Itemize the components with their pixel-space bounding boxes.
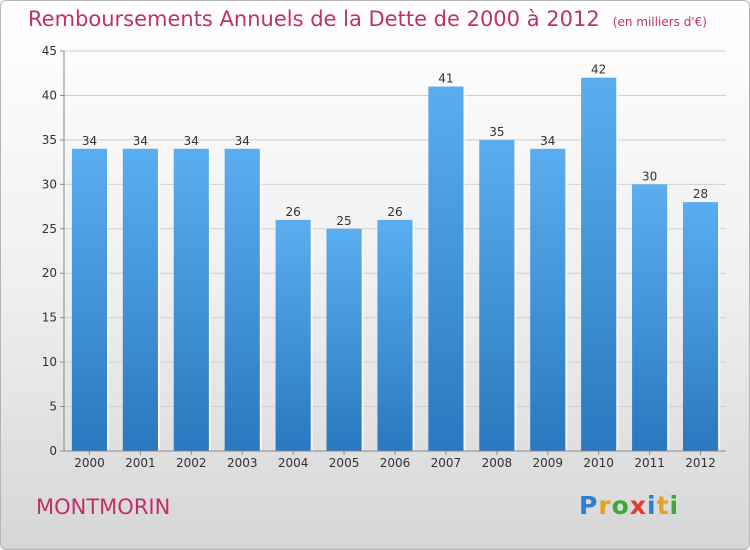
y-tick-label: 45	[42, 44, 57, 58]
y-tick-label: 30	[42, 177, 57, 191]
data-label-2000: 34	[82, 134, 97, 148]
chart-subtitle: (en milliers d'€)	[612, 15, 707, 29]
x-tick-label-2001: 2001	[125, 456, 156, 470]
proxiti-logo: Proxiti	[579, 491, 679, 520]
bar-2007	[428, 86, 464, 452]
bar-2003	[224, 148, 260, 451]
y-tick-labels: 0 5 10 15 20 25 30 35 40 45	[42, 44, 57, 458]
x-tick-label-2010: 2010	[583, 456, 614, 470]
commune-name: MONTMORIN	[36, 495, 171, 519]
x-tick-labels: 2000 2001 2002 2003 2004 2005 2006 2007 2008 2009…	[74, 456, 716, 470]
data-label-2011: 30	[642, 169, 657, 183]
x-tick-label-2003: 2003	[227, 456, 258, 470]
logo-letter: i	[669, 491, 680, 520]
bar-2006	[377, 219, 413, 451]
bar-2011	[632, 184, 668, 452]
y-tick-label: 20	[42, 266, 57, 280]
data-label-2005: 25	[336, 214, 351, 228]
data-label-2006: 26	[387, 205, 402, 219]
data-label-2002: 34	[184, 134, 199, 148]
axes	[60, 50, 726, 455]
bar-2009	[530, 148, 566, 451]
logo-letter: P	[579, 491, 599, 520]
logo-letter: t	[656, 491, 670, 520]
logo-letter: o	[611, 491, 630, 520]
x-tick-label-2007: 2007	[431, 456, 462, 470]
x-tick-label-2005: 2005	[329, 456, 360, 470]
logo-letter: i	[647, 491, 657, 520]
x-tick-label-2008: 2008	[482, 456, 513, 470]
bar-2000	[71, 148, 108, 451]
x-tick-label-2000: 2000	[74, 456, 105, 470]
x-tick-label-2012: 2012	[685, 456, 716, 470]
logo-letter: x	[629, 491, 647, 520]
y-tick-label: 10	[42, 355, 57, 369]
bar-2010	[581, 77, 617, 452]
bar-2002	[173, 148, 209, 451]
bar-2004	[275, 219, 311, 451]
data-label-2008: 35	[489, 125, 504, 139]
title-row: Remboursements Annuels de la Dette de 20…	[28, 7, 707, 31]
y-tick-label: 40	[42, 88, 57, 102]
bar-2012	[682, 202, 719, 451]
data-label-2004: 26	[286, 205, 301, 219]
bar-2005	[326, 228, 362, 451]
y-tick-label: 0	[49, 444, 57, 458]
logo-letter: r	[598, 491, 612, 520]
x-tick-label-2011: 2011	[634, 456, 665, 470]
y-tick-label: 35	[42, 133, 57, 147]
y-tick-label: 5	[49, 400, 57, 414]
data-label-2012: 28	[693, 187, 708, 201]
x-tick-label-2009: 2009	[532, 456, 563, 470]
y-tick-label: 25	[42, 222, 57, 236]
data-label-2001: 34	[133, 134, 148, 148]
x-tick-label-2004: 2004	[278, 456, 309, 470]
x-tick-label-2006: 2006	[380, 456, 411, 470]
bar-2001	[122, 148, 158, 451]
bar-2008	[479, 139, 515, 451]
data-label-2010: 42	[591, 63, 606, 77]
data-label-2009: 34	[540, 134, 555, 148]
data-label-2007: 41	[438, 72, 453, 86]
chart-title: Remboursements Annuels de la Dette de 20…	[28, 7, 600, 31]
data-labels: 34 34 34 34 26 25 26 41 35 34 42 30 28	[82, 63, 708, 228]
bars	[71, 77, 721, 452]
x-tick-label-2002: 2002	[176, 456, 207, 470]
data-label-2003: 34	[235, 134, 250, 148]
y-tick-label: 15	[42, 311, 57, 325]
